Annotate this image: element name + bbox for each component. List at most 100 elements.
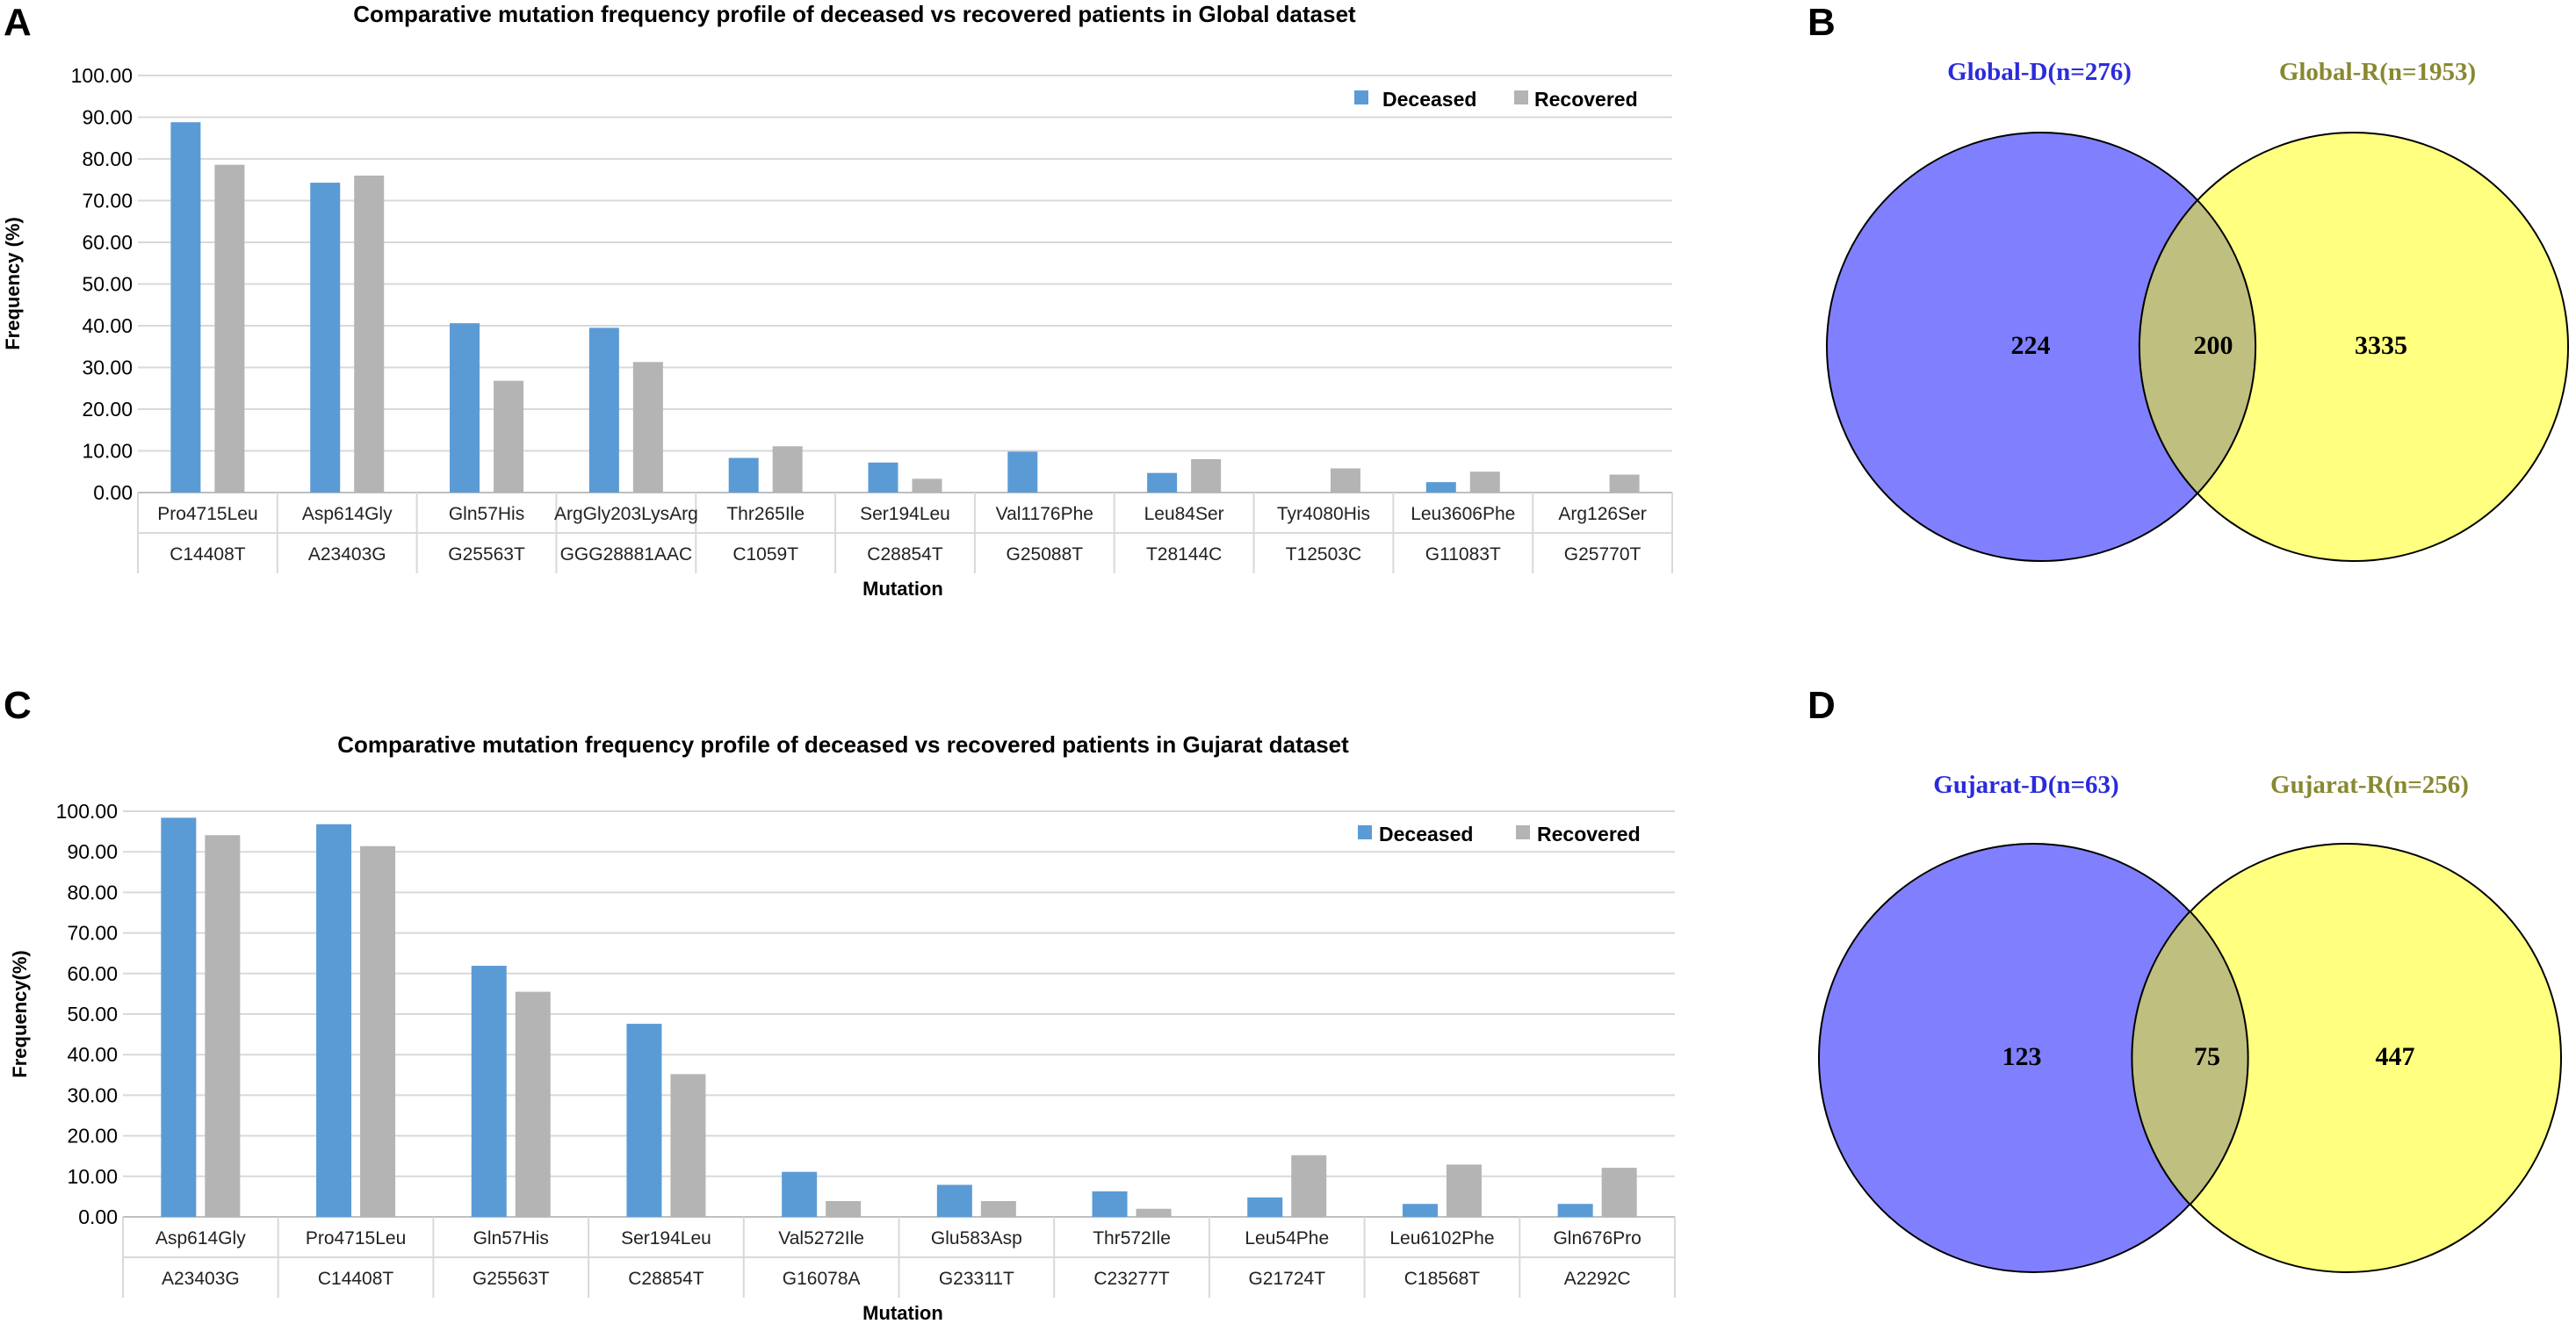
bar-deceased-leu54phe	[1247, 1197, 1283, 1217]
bar-recovered-leu84ser	[1191, 459, 1222, 493]
y-tick-label: 90.00	[67, 840, 118, 863]
bar-deceased-gln57his	[471, 966, 507, 1217]
bar-deceased-leu3606phe	[1425, 482, 1456, 493]
x-tick-label-nucleotide: G21724T	[1248, 1269, 1325, 1289]
x-tick-label-nucleotide: G25563T	[448, 544, 525, 565]
panel-letter-c: C	[4, 684, 32, 727]
legend-label-recovered: Recovered	[1534, 88, 1638, 111]
bar-recovered-pro4715leu	[214, 164, 245, 493]
x-tick-label-nucleotide: G25088T	[1007, 544, 1084, 565]
bar-deceased-asp614gly	[310, 183, 341, 493]
bar-recovered-leu6102phe	[1446, 1164, 1482, 1217]
x-tick-label-nucleotide: A2292C	[1564, 1269, 1631, 1289]
venn-label-recovered: Global-R(n=1953)	[2279, 58, 2476, 86]
legend-swatch-deceased	[1358, 825, 1372, 839]
venn-label-deceased: Gujarat-D(n=63)	[1933, 771, 2118, 799]
y-tick-label: 60.00	[67, 962, 118, 985]
x-tick-label-protein: Glu583Asp	[931, 1228, 1022, 1248]
bar-deceased-pro4715leu	[170, 122, 201, 493]
x-tick-label-nucleotide: C14408T	[318, 1269, 394, 1289]
x-tick-label-nucleotide: C18568T	[1404, 1269, 1481, 1289]
y-tick-label: 50.00	[82, 273, 133, 296]
venn-overlap-region	[2138, 198, 2257, 495]
x-tick-label-protein: Leu3606Phe	[1411, 504, 1515, 524]
x-tick-label-protein: Val1176Phe	[996, 504, 1093, 524]
x-tick-label-protein: Asp614Gly	[155, 1228, 246, 1248]
venn-count-recovered-only: 447	[2376, 1042, 2415, 1071]
bar-recovered-glu583asp	[980, 1200, 1016, 1217]
x-tick-label-protein: ArgGly203LysArg	[554, 504, 698, 524]
legend-label-deceased: Deceased	[1379, 823, 1473, 845]
x-tick-label-nucleotide: T12503C	[1286, 544, 1361, 565]
x-tick-label-protein: Gln676Pro	[1553, 1228, 1641, 1248]
bar-recovered-arggly203lysarg	[632, 362, 663, 493]
bar-recovered-thr265ile	[772, 446, 803, 493]
chart-title-global: Comparative mutation frequency profile o…	[353, 1, 1356, 27]
x-axis-label-gujarat: Mutation	[862, 1302, 943, 1324]
x-tick-label-protein: Thr572Ile	[1093, 1228, 1171, 1248]
venn-gujarat: Gujarat-D(n=63) Gujarat-R(n=256) 123 75 …	[1818, 771, 2562, 1273]
bar-recovered-ser194leu	[670, 1074, 706, 1217]
bar-deceased-val1176phe	[1007, 451, 1038, 493]
bar-recovered-arg126ser	[1609, 474, 1640, 493]
bar-deceased-leu84ser	[1147, 472, 1178, 493]
x-tick-label-nucleotide: T28144C	[1146, 544, 1222, 565]
x-tick-label-protein: Val5272Ile	[778, 1228, 864, 1248]
bar-deceased-ser194leu	[626, 1024, 662, 1217]
venn-count-deceased-only: 123	[2002, 1042, 2042, 1071]
y-tick-label: 20.00	[67, 1125, 118, 1148]
y-axis-label-global: Frequency (%)	[2, 217, 24, 350]
bar-deceased-glu583asp	[936, 1184, 972, 1217]
bar-deceased-thr572ile	[1092, 1191, 1128, 1217]
venn-global: Global-D(n=276) Global-R(n=1953) 224 200…	[1826, 58, 2569, 562]
x-tick-label-protein: Pro4715Leu	[157, 504, 257, 524]
bar-recovered-val5272ile	[826, 1200, 862, 1217]
y-tick-label: 100.00	[56, 800, 118, 823]
venn-label-recovered: Gujarat-R(n=256)	[2270, 771, 2469, 799]
venn-count-recovered-only: 3335	[2355, 331, 2407, 360]
y-tick-label: 100.00	[71, 64, 133, 87]
x-tick-label-nucleotide: A23403G	[162, 1269, 240, 1289]
y-tick-label: 80.00	[82, 148, 133, 170]
y-tick-label: 10.00	[67, 1165, 118, 1188]
y-tick-label: 10.00	[82, 440, 133, 463]
y-tick-label: 50.00	[67, 1003, 118, 1025]
legend-swatch-recovered	[1514, 90, 1528, 104]
bar-deceased-pro4715leu	[316, 824, 352, 1217]
x-tick-label-protein: Gln57His	[473, 1228, 549, 1248]
panel-letter-b: B	[1808, 1, 1836, 44]
bar-recovered-gln57his	[494, 380, 524, 493]
venn-overlap-region	[2131, 910, 2249, 1206]
bar-recovered-tyr4080his	[1330, 468, 1360, 493]
x-tick-label-nucleotide: C28854T	[628, 1269, 704, 1289]
x-tick-label-protein: Thr265Ile	[726, 504, 805, 524]
x-tick-label-nucleotide: G25770T	[1564, 544, 1642, 565]
x-tick-label-protein: Leu84Ser	[1144, 504, 1224, 524]
bar-recovered-gln676pro	[1601, 1168, 1637, 1217]
x-tick-label-nucleotide: G16078A	[783, 1269, 861, 1289]
bar-deceased-val5272ile	[782, 1171, 818, 1217]
x-tick-label-protein: Asp614Gly	[302, 504, 393, 524]
x-tick-label-nucleotide: C28854T	[867, 544, 943, 565]
bar-deceased-asp614gly	[161, 817, 197, 1217]
bar-recovered-gln57his	[515, 991, 551, 1217]
y-tick-label: 40.00	[67, 1043, 118, 1066]
x-tick-label-nucleotide: G25563T	[473, 1269, 550, 1289]
chart-title-gujarat: Comparative mutation frequency profile o…	[337, 731, 1349, 758]
y-tick-label: 70.00	[82, 190, 133, 212]
legend-label-deceased: Deceased	[1382, 88, 1476, 111]
y-tick-label: 30.00	[67, 1083, 118, 1106]
x-tick-label-nucleotide: C1059T	[732, 544, 798, 565]
chart-gujarat-bar: Comparative mutation frequency profile o…	[9, 731, 1676, 1324]
x-tick-label-protein: Leu6102Phe	[1389, 1228, 1494, 1248]
x-tick-label-protein: Pro4715Leu	[306, 1228, 406, 1248]
y-tick-label: 20.00	[82, 398, 133, 421]
bar-deceased-thr265ile	[728, 457, 759, 493]
bar-recovered-leu54phe	[1291, 1155, 1327, 1217]
x-tick-label-protein: Arg126Ser	[1558, 504, 1646, 524]
bar-recovered-leu3606phe	[1469, 471, 1500, 493]
venn-count-overlap: 75	[2194, 1042, 2220, 1071]
y-tick-label: 70.00	[67, 922, 118, 945]
bar-deceased-ser194leu	[868, 462, 898, 493]
